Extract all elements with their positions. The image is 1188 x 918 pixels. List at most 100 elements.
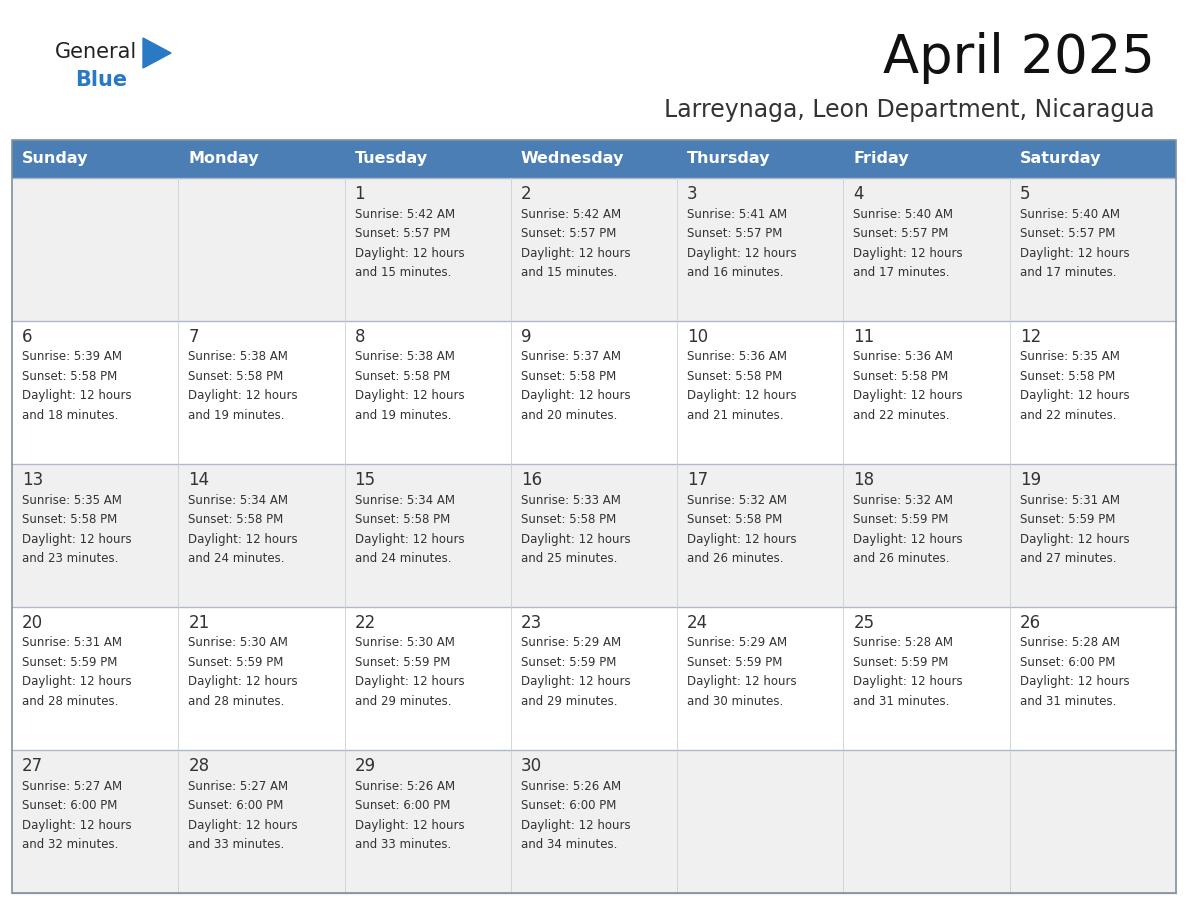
Text: Saturday: Saturday (1019, 151, 1101, 166)
Text: Daylight: 12 hours: Daylight: 12 hours (520, 389, 631, 402)
Text: Daylight: 12 hours: Daylight: 12 hours (188, 532, 298, 545)
Text: 28: 28 (188, 757, 209, 775)
Text: Sunrise: 5:30 AM: Sunrise: 5:30 AM (354, 636, 455, 650)
Text: Sunrise: 5:36 AM: Sunrise: 5:36 AM (687, 351, 788, 364)
Text: Sunrise: 5:39 AM: Sunrise: 5:39 AM (23, 351, 122, 364)
Text: Daylight: 12 hours: Daylight: 12 hours (188, 389, 298, 402)
Text: and 27 minutes.: and 27 minutes. (1019, 552, 1117, 565)
Text: Sunrise: 5:42 AM: Sunrise: 5:42 AM (354, 207, 455, 220)
Text: 1: 1 (354, 185, 365, 203)
Text: Daylight: 12 hours: Daylight: 12 hours (354, 532, 465, 545)
Text: 21: 21 (188, 614, 209, 632)
Text: Sunset: 6:00 PM: Sunset: 6:00 PM (520, 799, 617, 812)
Text: and 19 minutes.: and 19 minutes. (188, 409, 285, 422)
Text: Daylight: 12 hours: Daylight: 12 hours (354, 389, 465, 402)
Polygon shape (143, 38, 171, 68)
Text: Daylight: 12 hours: Daylight: 12 hours (520, 247, 631, 260)
Text: 27: 27 (23, 757, 43, 775)
Text: Sunrise: 5:41 AM: Sunrise: 5:41 AM (687, 207, 788, 220)
Text: and 28 minutes.: and 28 minutes. (23, 695, 119, 708)
Text: Daylight: 12 hours: Daylight: 12 hours (687, 247, 797, 260)
Text: Sunrise: 5:42 AM: Sunrise: 5:42 AM (520, 207, 621, 220)
Text: 11: 11 (853, 328, 874, 346)
Text: Blue: Blue (75, 70, 127, 90)
Text: Daylight: 12 hours: Daylight: 12 hours (354, 247, 465, 260)
Text: Sunset: 5:57 PM: Sunset: 5:57 PM (520, 227, 617, 240)
Text: 3: 3 (687, 185, 697, 203)
Text: Daylight: 12 hours: Daylight: 12 hours (1019, 676, 1130, 688)
Text: Sunrise: 5:37 AM: Sunrise: 5:37 AM (520, 351, 621, 364)
Text: and 24 minutes.: and 24 minutes. (354, 552, 451, 565)
Text: and 29 minutes.: and 29 minutes. (354, 695, 451, 708)
Text: and 33 minutes.: and 33 minutes. (354, 838, 450, 851)
Text: 9: 9 (520, 328, 531, 346)
Text: Sunset: 6:00 PM: Sunset: 6:00 PM (188, 799, 284, 812)
Text: Daylight: 12 hours: Daylight: 12 hours (23, 819, 132, 832)
Text: Daylight: 12 hours: Daylight: 12 hours (188, 676, 298, 688)
Text: Sunday: Sunday (23, 151, 88, 166)
Text: Sunset: 5:58 PM: Sunset: 5:58 PM (188, 370, 284, 383)
Text: Friday: Friday (853, 151, 909, 166)
Text: and 32 minutes.: and 32 minutes. (23, 838, 119, 851)
Text: Daylight: 12 hours: Daylight: 12 hours (687, 676, 797, 688)
FancyBboxPatch shape (12, 607, 1176, 750)
Text: Daylight: 12 hours: Daylight: 12 hours (354, 676, 465, 688)
Text: Sunset: 5:58 PM: Sunset: 5:58 PM (687, 370, 783, 383)
Text: 15: 15 (354, 471, 375, 489)
Text: Daylight: 12 hours: Daylight: 12 hours (23, 532, 132, 545)
Text: Larreynaga, Leon Department, Nicaragua: Larreynaga, Leon Department, Nicaragua (664, 98, 1155, 122)
Text: Sunrise: 5:36 AM: Sunrise: 5:36 AM (853, 351, 954, 364)
Text: 12: 12 (1019, 328, 1041, 346)
Text: Sunrise: 5:32 AM: Sunrise: 5:32 AM (853, 494, 954, 507)
Text: 6: 6 (23, 328, 32, 346)
Text: 22: 22 (354, 614, 375, 632)
Text: Daylight: 12 hours: Daylight: 12 hours (520, 676, 631, 688)
Text: Daylight: 12 hours: Daylight: 12 hours (520, 819, 631, 832)
Text: Sunset: 5:59 PM: Sunset: 5:59 PM (520, 656, 617, 669)
Text: Sunset: 6:00 PM: Sunset: 6:00 PM (354, 799, 450, 812)
Text: and 16 minutes.: and 16 minutes. (687, 266, 784, 279)
FancyBboxPatch shape (12, 750, 1176, 893)
Text: Sunset: 5:57 PM: Sunset: 5:57 PM (687, 227, 783, 240)
Text: Sunrise: 5:38 AM: Sunrise: 5:38 AM (354, 351, 455, 364)
Text: and 30 minutes.: and 30 minutes. (687, 695, 783, 708)
Text: and 25 minutes.: and 25 minutes. (520, 552, 618, 565)
Text: Sunrise: 5:35 AM: Sunrise: 5:35 AM (1019, 351, 1119, 364)
Text: Daylight: 12 hours: Daylight: 12 hours (853, 247, 963, 260)
Text: Sunrise: 5:32 AM: Sunrise: 5:32 AM (687, 494, 788, 507)
Text: Sunrise: 5:38 AM: Sunrise: 5:38 AM (188, 351, 289, 364)
FancyBboxPatch shape (12, 178, 1176, 321)
Text: and 24 minutes.: and 24 minutes. (188, 552, 285, 565)
Text: Sunrise: 5:34 AM: Sunrise: 5:34 AM (188, 494, 289, 507)
Text: Sunset: 5:59 PM: Sunset: 5:59 PM (1019, 513, 1116, 526)
Text: Tuesday: Tuesday (354, 151, 428, 166)
Text: Daylight: 12 hours: Daylight: 12 hours (853, 676, 963, 688)
Text: Sunset: 5:58 PM: Sunset: 5:58 PM (687, 513, 783, 526)
Text: Sunrise: 5:34 AM: Sunrise: 5:34 AM (354, 494, 455, 507)
Text: Sunrise: 5:29 AM: Sunrise: 5:29 AM (520, 636, 621, 650)
Text: Sunset: 5:58 PM: Sunset: 5:58 PM (23, 370, 118, 383)
Text: Sunset: 5:57 PM: Sunset: 5:57 PM (354, 227, 450, 240)
Text: and 33 minutes.: and 33 minutes. (188, 838, 285, 851)
Text: Daylight: 12 hours: Daylight: 12 hours (188, 819, 298, 832)
Text: 4: 4 (853, 185, 864, 203)
Text: and 26 minutes.: and 26 minutes. (687, 552, 784, 565)
Text: Sunrise: 5:27 AM: Sunrise: 5:27 AM (188, 779, 289, 792)
Text: Sunrise: 5:29 AM: Sunrise: 5:29 AM (687, 636, 788, 650)
Text: Sunrise: 5:26 AM: Sunrise: 5:26 AM (354, 779, 455, 792)
Text: General: General (55, 42, 138, 62)
Text: Sunset: 5:58 PM: Sunset: 5:58 PM (354, 513, 450, 526)
Text: 24: 24 (687, 614, 708, 632)
Text: Sunrise: 5:31 AM: Sunrise: 5:31 AM (23, 636, 122, 650)
Text: Daylight: 12 hours: Daylight: 12 hours (354, 819, 465, 832)
Text: Sunset: 5:58 PM: Sunset: 5:58 PM (354, 370, 450, 383)
Text: and 28 minutes.: and 28 minutes. (188, 695, 285, 708)
Text: 18: 18 (853, 471, 874, 489)
Text: and 19 minutes.: and 19 minutes. (354, 409, 451, 422)
Text: and 23 minutes.: and 23 minutes. (23, 552, 119, 565)
Text: Daylight: 12 hours: Daylight: 12 hours (1019, 532, 1130, 545)
Text: Sunrise: 5:35 AM: Sunrise: 5:35 AM (23, 494, 122, 507)
FancyBboxPatch shape (12, 464, 1176, 607)
Text: Sunrise: 5:30 AM: Sunrise: 5:30 AM (188, 636, 289, 650)
Text: 10: 10 (687, 328, 708, 346)
